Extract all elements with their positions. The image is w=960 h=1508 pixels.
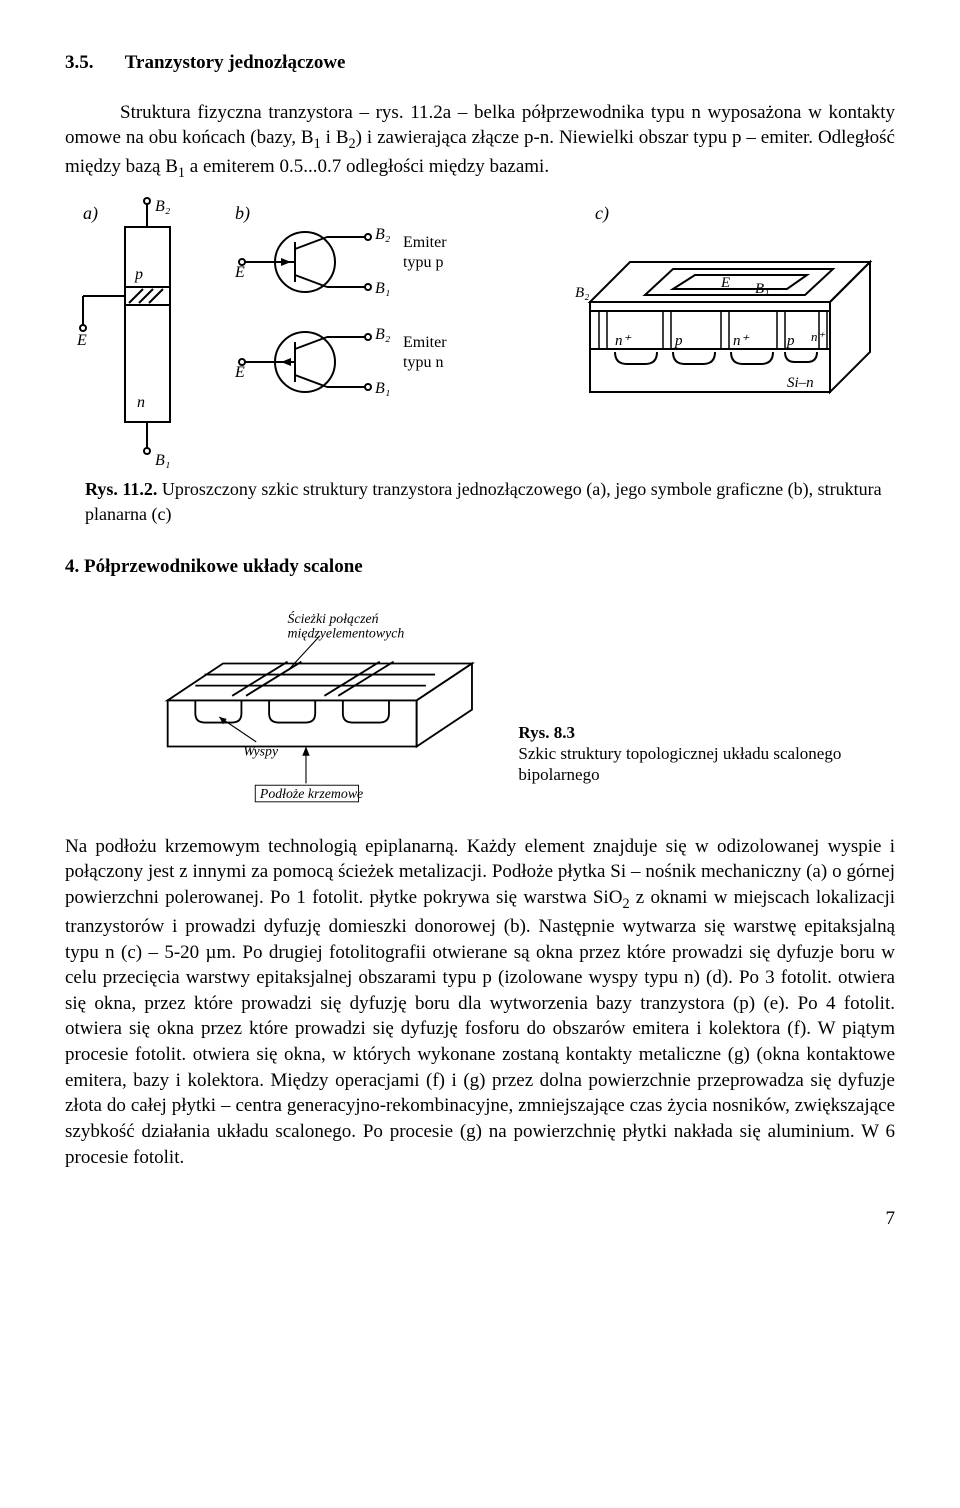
fig83-wyspy: Wyspy [243,743,279,758]
fig-a-n: n [137,394,145,411]
section-heading-35: 3.5. Tranzystory jednozłączowe [65,50,895,76]
fig-a-B1: B₁ [155,452,170,469]
fig-a-B2: B₂ [155,198,171,215]
fig-a-E: E [76,332,87,349]
body-t2: z oknami w miejscach lokalizacji tranzys… [65,887,895,1168]
fig83-caption-num: Rys. 8.3 [518,723,575,742]
fig-b-emp2: typu p [403,254,443,271]
fig-c-B2: B₂ [575,285,589,301]
fig-c-E: E [720,275,730,291]
fig-b-B2b: B₂ [375,326,391,343]
p35-sub2: 2 [349,136,356,152]
fig-b-emn1: Emiter [403,334,447,351]
fig-b-B2a: B₂ [375,226,391,243]
fig-c-n3: n⁺ [811,329,826,344]
section-number: 3.5. [65,50,120,76]
fig-b-emp1: Emiter [403,234,447,251]
fig-c-p2: p [786,333,795,349]
fig-c-B1: B₁ [755,281,769,297]
section-heading-4: 4. Półprzewodnikowe układy scalone [65,554,895,580]
figure-8-3: Ścieżki połączeń międzyelementowych Wysp… [65,600,895,810]
fig-b-E2: E [234,364,245,381]
page-number: 7 [65,1206,895,1232]
p35-sub1b: 1 [178,165,185,181]
panel-b-label: b) [235,203,250,224]
fig-c-n1: n⁺ [615,333,632,349]
fig-b-emn2: typu n [403,354,443,371]
fig-b-E1: E [234,264,245,281]
body-sub2: 2 [622,896,629,912]
fig-b-B1a: B₁ [375,280,390,297]
fig112-caption-text: Rys. 11.2. Uproszczony szkic struktury t… [85,479,882,523]
fig83-sciezki1: Ścieżki połączeń [287,610,378,626]
fig83-caption-text: Szkic struktury topologicznej układu sca… [518,743,895,786]
figure-11-2: a) b) c) B₂ p E n B₁ [65,197,895,526]
body-paragraph: Na podłożu krzemowym technologią epiplan… [65,834,895,1171]
panel-c-label: c) [595,203,609,224]
section-title: Tranzystory jednozłączowe [125,52,346,73]
fig83-sciezki2: międzyelementowych [287,625,404,640]
fig-c-p1: p [674,333,683,349]
figure-8-3-caption: Rys. 8.3 Szkic struktury topologicznej u… [518,722,895,810]
fig-c-sin: Si–n [787,375,814,391]
fig83-podloze: Podłoże krzemowe [258,786,362,801]
figure-11-2-caption: Rys. 11.2. Uproszczony szkic struktury t… [65,477,895,526]
fig-c-n2: n⁺ [733,333,750,349]
figure-11-2-svg: a) b) c) B₂ p E n B₁ [65,197,885,477]
fig-b-B1b: B₁ [375,380,390,397]
panel-a-label: a) [83,203,98,224]
fig-a-p: p [134,266,143,283]
section35-paragraph: Struktura fizyczna tranzystora – rys. 11… [65,100,895,184]
figure-8-3-svg: Ścieżki połączeń międzyelementowych Wysp… [140,600,509,810]
p35-text-d: a emiterem 0.5...0.7 odległości między b… [185,156,549,177]
p35-text-b: i B [321,127,349,148]
p35-sub1: 1 [314,136,321,152]
